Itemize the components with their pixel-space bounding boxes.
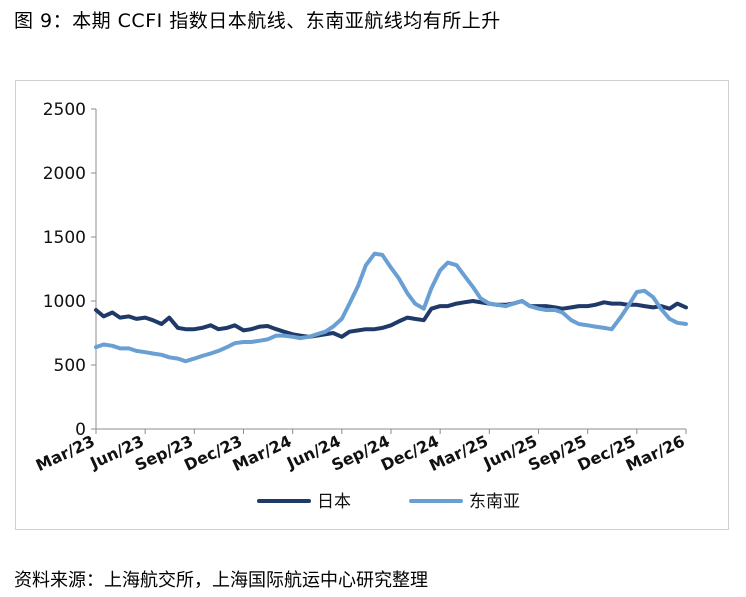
x-tick-label: Mar/23 xyxy=(33,431,98,475)
source-note: 资料来源：上海航交所，上海国际航运中心研究整理 xyxy=(14,570,428,591)
series-line-japan xyxy=(94,299,688,339)
y-tick-label: 2000 xyxy=(43,164,86,184)
legend-label: 东南亚 xyxy=(469,492,520,512)
y-tick-label: 1500 xyxy=(43,228,86,248)
series-line-southeast-asia xyxy=(94,251,688,364)
y-tick-label: 2500 xyxy=(43,100,86,120)
line-chart: 05001000150020002500Mar/23Jun/23Sep/23De… xyxy=(33,100,688,512)
y-tick-label: 500 xyxy=(54,356,86,376)
legend-label: 日本 xyxy=(317,492,351,512)
chart-frame: 0 500 1000 1500 2000 2500 Mar/23 Jun/23 Sep/23 De… xyxy=(15,80,729,530)
y-tick-label: 1000 xyxy=(43,292,86,312)
y-tick-label: 0 xyxy=(75,420,86,440)
figure-title: 图 9：本期 CCFI 指数日本航线、东南亚航线均有所上升 xyxy=(14,10,501,32)
